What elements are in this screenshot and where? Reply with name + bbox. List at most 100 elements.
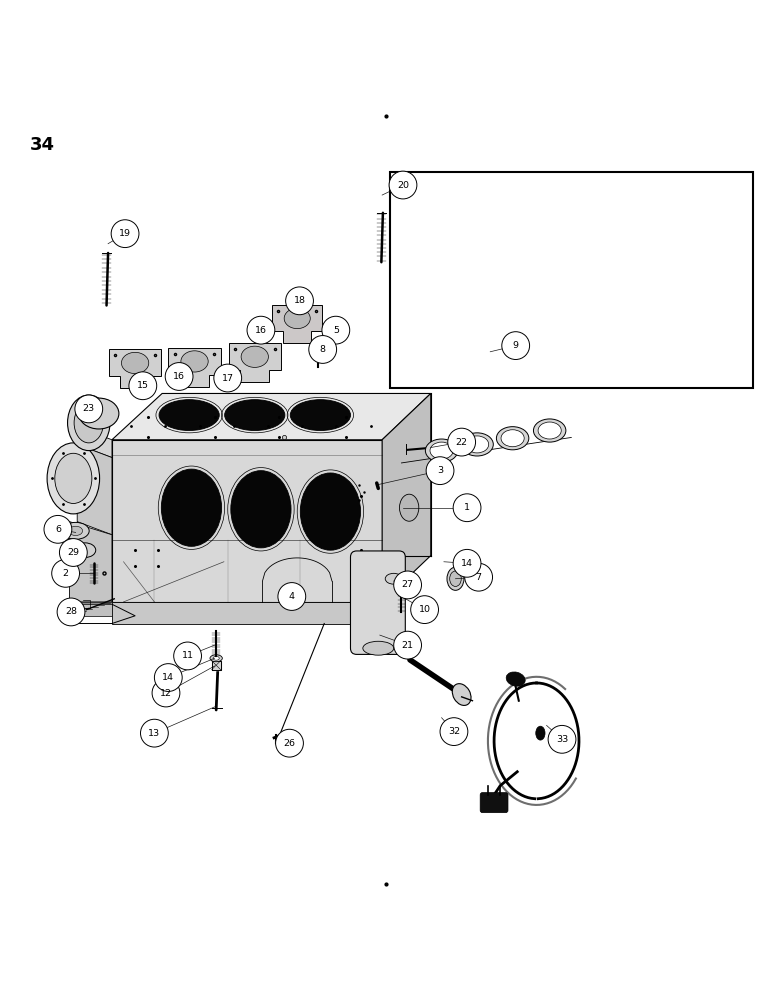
- Text: 1: 1: [464, 503, 470, 512]
- Ellipse shape: [67, 395, 110, 451]
- Ellipse shape: [121, 352, 149, 374]
- Ellipse shape: [466, 436, 489, 453]
- Circle shape: [59, 539, 87, 566]
- Text: 5: 5: [333, 326, 339, 335]
- Ellipse shape: [501, 430, 524, 447]
- Ellipse shape: [74, 403, 103, 443]
- Ellipse shape: [290, 400, 350, 431]
- Polygon shape: [212, 661, 221, 670]
- Text: 20: 20: [397, 181, 409, 190]
- Ellipse shape: [461, 433, 493, 456]
- Polygon shape: [109, 349, 161, 388]
- Ellipse shape: [300, 473, 361, 550]
- Ellipse shape: [284, 308, 310, 329]
- Circle shape: [453, 549, 481, 577]
- Text: 14: 14: [461, 559, 473, 568]
- Ellipse shape: [241, 346, 269, 367]
- Circle shape: [44, 515, 72, 543]
- Text: 16: 16: [173, 372, 185, 381]
- Circle shape: [276, 729, 303, 757]
- Text: 27: 27: [401, 580, 414, 589]
- Ellipse shape: [69, 526, 83, 536]
- Bar: [390, 172, 753, 388]
- Circle shape: [278, 583, 306, 610]
- Text: 11: 11: [181, 651, 194, 660]
- Ellipse shape: [161, 469, 222, 546]
- Circle shape: [394, 571, 422, 599]
- Text: 9: 9: [513, 341, 519, 350]
- FancyBboxPatch shape: [350, 551, 405, 654]
- Ellipse shape: [181, 351, 208, 372]
- Text: 7: 7: [476, 573, 482, 582]
- Circle shape: [453, 494, 481, 522]
- Circle shape: [389, 171, 417, 199]
- Circle shape: [502, 332, 530, 359]
- Circle shape: [75, 395, 103, 423]
- Polygon shape: [382, 393, 431, 602]
- Ellipse shape: [385, 573, 402, 584]
- Ellipse shape: [74, 543, 96, 558]
- Polygon shape: [69, 602, 112, 616]
- Ellipse shape: [449, 571, 461, 586]
- Text: 13: 13: [148, 729, 161, 738]
- Text: 23: 23: [83, 404, 95, 413]
- Text: 15: 15: [137, 381, 149, 390]
- Ellipse shape: [400, 494, 418, 521]
- Text: 17: 17: [222, 374, 234, 383]
- Text: 6: 6: [55, 525, 61, 534]
- Text: 21: 21: [401, 641, 414, 650]
- Circle shape: [129, 372, 157, 400]
- Text: 16: 16: [255, 326, 267, 335]
- Ellipse shape: [452, 684, 471, 705]
- Text: 10: 10: [418, 605, 431, 614]
- Circle shape: [411, 596, 438, 624]
- Text: 12: 12: [160, 688, 172, 698]
- Text: 19: 19: [119, 229, 131, 238]
- Ellipse shape: [538, 422, 561, 439]
- Ellipse shape: [225, 400, 285, 431]
- Circle shape: [152, 679, 180, 707]
- Ellipse shape: [231, 471, 291, 548]
- Polygon shape: [168, 348, 221, 387]
- Polygon shape: [112, 393, 431, 440]
- Circle shape: [322, 316, 350, 344]
- Ellipse shape: [47, 443, 100, 514]
- Polygon shape: [112, 440, 382, 602]
- Circle shape: [448, 428, 476, 456]
- Circle shape: [247, 316, 275, 344]
- Circle shape: [111, 220, 139, 248]
- Ellipse shape: [159, 400, 219, 431]
- Polygon shape: [112, 602, 382, 624]
- Ellipse shape: [213, 656, 219, 660]
- Circle shape: [165, 363, 193, 390]
- Text: 4: 4: [289, 592, 295, 601]
- Ellipse shape: [496, 427, 529, 450]
- Text: 22: 22: [455, 438, 468, 447]
- Circle shape: [214, 364, 242, 392]
- Circle shape: [57, 598, 85, 626]
- Text: 3: 3: [437, 466, 443, 475]
- Polygon shape: [77, 427, 112, 458]
- Circle shape: [548, 725, 576, 753]
- Ellipse shape: [62, 522, 90, 539]
- Circle shape: [465, 563, 493, 591]
- Circle shape: [141, 719, 168, 747]
- Circle shape: [309, 336, 337, 363]
- FancyBboxPatch shape: [480, 793, 508, 813]
- Circle shape: [394, 631, 422, 659]
- Text: 32: 32: [448, 727, 460, 736]
- Ellipse shape: [425, 439, 458, 462]
- Ellipse shape: [506, 672, 525, 686]
- Text: 28: 28: [65, 607, 77, 616]
- Ellipse shape: [447, 567, 464, 590]
- Polygon shape: [272, 305, 322, 343]
- Text: 18: 18: [293, 296, 306, 305]
- Text: 2: 2: [63, 569, 69, 578]
- Polygon shape: [229, 343, 281, 382]
- Ellipse shape: [363, 641, 394, 655]
- Circle shape: [426, 457, 454, 485]
- Ellipse shape: [55, 453, 92, 503]
- Text: 29: 29: [67, 548, 80, 557]
- Text: 34: 34: [29, 136, 54, 154]
- Text: 14: 14: [162, 673, 174, 682]
